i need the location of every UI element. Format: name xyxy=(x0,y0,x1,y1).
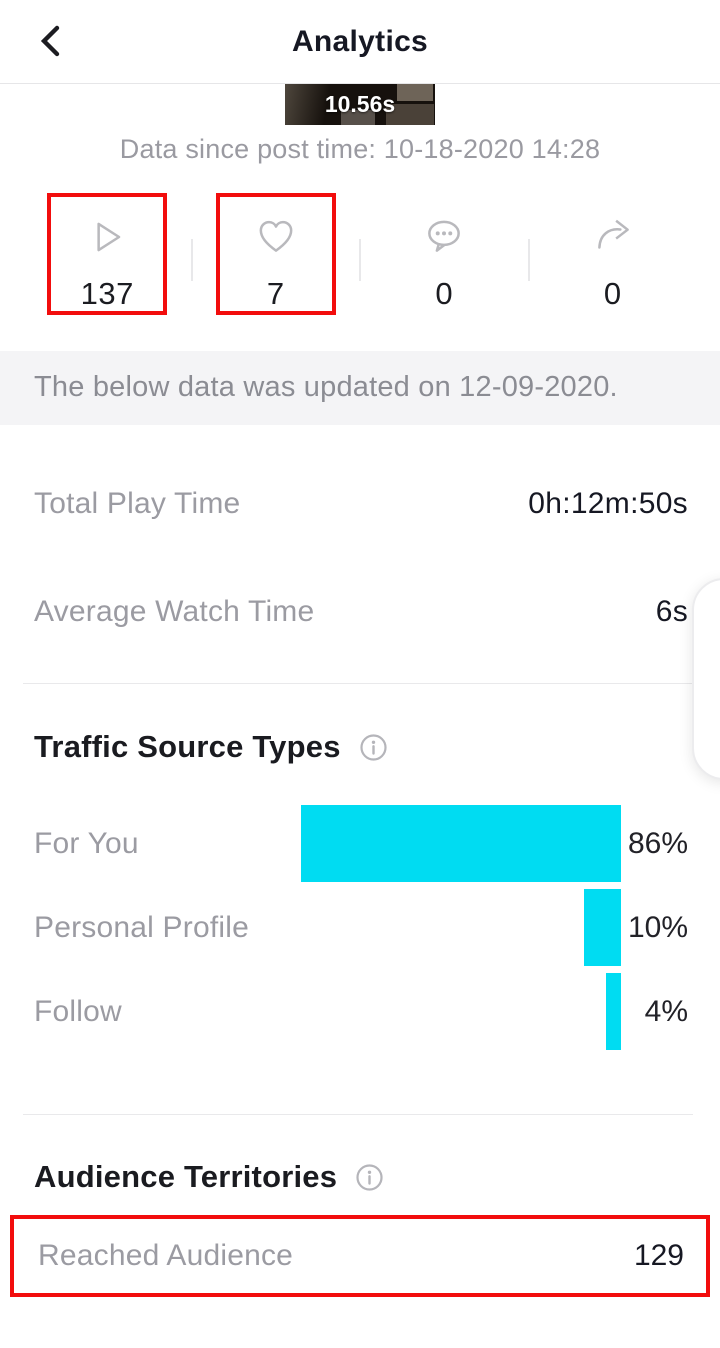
stat-likes: 7 xyxy=(193,193,360,315)
chart-category-label: Personal Profile xyxy=(34,910,249,944)
chart-row-for-you: For You 86% xyxy=(34,805,688,882)
side-floating-tab[interactable] xyxy=(692,578,720,780)
audience-territories-section-header: Audience Territories xyxy=(0,1159,720,1195)
info-icon[interactable] xyxy=(354,1162,385,1193)
video-duration-label: 10.56s xyxy=(324,91,396,117)
section-divider xyxy=(23,1114,693,1115)
stat-divider xyxy=(190,239,193,281)
stat-likes-value: 7 xyxy=(266,276,285,311)
comment-icon xyxy=(421,214,467,265)
section-title: Audience Territories xyxy=(34,1159,338,1194)
stat-divider xyxy=(527,239,530,281)
video-thumbnail-row: 10.56s xyxy=(0,84,720,125)
reached-audience-value: 129 xyxy=(633,1239,684,1272)
bar-value-label: 86% xyxy=(627,826,688,860)
metric-row-average-watch-time: Average Watch Time 6s xyxy=(0,595,720,629)
header: Analytics xyxy=(0,0,720,84)
stat-divider xyxy=(359,239,361,281)
update-banner: The below data was updated on 12-09-2020… xyxy=(0,351,720,425)
stats-row: 137 7 0 xyxy=(24,193,696,315)
metric-row-total-play-time: Total Play Time 0h:12m:50s xyxy=(0,487,720,521)
chevron-left-icon xyxy=(33,22,71,63)
chart-row-follow: Follow 4% xyxy=(34,973,688,1050)
post-time-note: Data since post time: 10-18-2020 14:28 xyxy=(119,134,601,164)
stat-comments-value: 0 xyxy=(435,276,454,311)
heart-icon xyxy=(253,214,299,265)
bar-for-you xyxy=(301,805,621,882)
chart-row-personal-profile: Personal Profile 10% xyxy=(34,889,688,966)
metric-value: 6s xyxy=(655,595,688,628)
stat-shares-value: 0 xyxy=(603,276,622,311)
metric-value: 0h:12m:50s xyxy=(528,487,688,520)
info-icon[interactable] xyxy=(358,732,389,763)
share-icon xyxy=(590,214,636,265)
bar-value-label: 4% xyxy=(644,994,688,1028)
video-thumbnail[interactable]: 10.56s xyxy=(285,84,435,125)
play-icon xyxy=(84,214,130,265)
annotation-box-reached-audience: Reached Audience 129 xyxy=(10,1215,710,1297)
traffic-source-section-header: Traffic Source Types xyxy=(0,729,720,765)
reached-audience-row: Reached Audience 129 xyxy=(14,1219,706,1293)
bar-track xyxy=(249,805,621,882)
stat-comments: 0 xyxy=(361,193,528,315)
traffic-source-chart: For You 86% Personal Profile 10% Follow … xyxy=(0,805,720,1050)
chart-category-label: Follow xyxy=(34,994,122,1028)
page-title: Analytics xyxy=(291,24,429,58)
reached-audience-label: Reached Audience xyxy=(38,1239,294,1272)
chart-category-label: For You xyxy=(34,826,139,860)
stat-shares: 0 xyxy=(530,193,697,315)
stat-plays-value: 137 xyxy=(80,276,134,311)
section-title: Traffic Source Types xyxy=(34,729,341,764)
bar-personal-profile xyxy=(584,889,621,966)
metric-label: Average Watch Time xyxy=(34,595,315,628)
bar-follow xyxy=(606,973,621,1050)
stat-plays: 137 xyxy=(24,193,191,315)
back-button[interactable] xyxy=(28,18,76,66)
bar-value-label: 10% xyxy=(627,910,688,944)
section-divider xyxy=(23,683,693,684)
metric-label: Total Play Time xyxy=(34,487,241,520)
bar-track xyxy=(249,973,621,1050)
bar-track xyxy=(249,889,621,966)
